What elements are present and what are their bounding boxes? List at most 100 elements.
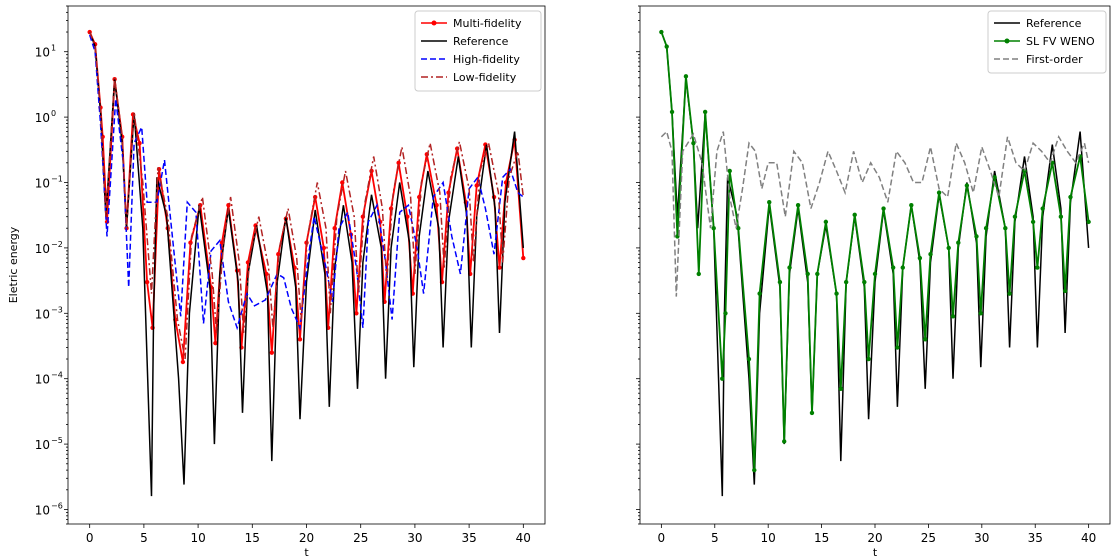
series-line-first-order (660, 130, 1090, 297)
x-tick-label: 35 (461, 531, 476, 545)
x-tick-label: 25 (921, 531, 936, 545)
data-point (696, 271, 701, 277)
legend-label: First-order (1026, 53, 1083, 66)
data-point (928, 252, 933, 257)
data-point (180, 359, 186, 365)
x-tick-label: 20 (299, 531, 314, 545)
x-tick-label: 40 (516, 531, 531, 545)
series-line-low-fidelity (88, 31, 525, 360)
data-point (659, 29, 664, 35)
legend: Reference SL FV WENO First-order (987, 10, 1107, 74)
data-point (727, 168, 732, 174)
y-tick-label: 10 (35, 177, 50, 191)
data-point (757, 291, 762, 296)
data-point (354, 311, 359, 316)
data-point (983, 226, 989, 231)
left-chart-panel: 10 −610 −510 −410 −310 −210 −110 010 10 5 10 15 20 25… (7, 5, 546, 559)
data-point (297, 337, 303, 342)
data-point (838, 386, 844, 392)
x-tick-label: 35 (1028, 531, 1043, 545)
y-tick-label: 10 (35, 46, 50, 60)
data-point (723, 311, 728, 316)
data-point (340, 180, 345, 185)
y-tick-exponent: −2 (51, 240, 63, 249)
x-tick-label: 0 (86, 531, 94, 545)
data-point (964, 183, 970, 188)
legend: Multi-fidelity Reference High-fidelity Low-… (414, 10, 542, 92)
data-point (1012, 214, 1018, 219)
plot-frame (639, 5, 1111, 525)
series-line-sl-fv-weno (660, 31, 1090, 471)
y-tick-exponent: −6 (51, 501, 63, 510)
data-point (736, 226, 741, 231)
series-line-high-fidelity (88, 34, 524, 331)
plot-frame (67, 5, 546, 525)
y-tick-label: 10 (35, 111, 50, 125)
y-tick-exponent: −1 (51, 175, 63, 184)
data-point (264, 271, 269, 277)
legend-label: Low-fidelity (453, 71, 517, 84)
legend-label: High-fidelity (453, 53, 520, 66)
data-point (834, 291, 839, 296)
x-tick-label: 20 (867, 531, 882, 545)
data-point (720, 376, 725, 381)
data-point (978, 311, 983, 316)
data-point (1030, 219, 1036, 225)
data-point (936, 190, 942, 195)
data-point (1058, 214, 1064, 219)
data-point (923, 337, 928, 342)
y-tick-label: 10 (35, 373, 50, 387)
y-tick-exponent: −4 (51, 371, 63, 380)
data-point (795, 202, 801, 208)
data-point (1035, 265, 1040, 270)
data-point (782, 439, 787, 444)
x-tick-label: 5 (140, 531, 148, 545)
data-point (702, 109, 708, 115)
y-tick-exponent: 0 (51, 109, 56, 118)
data-point (815, 271, 820, 277)
data-point (974, 234, 979, 239)
series-line-reference (660, 31, 1090, 497)
data-point (1003, 226, 1008, 231)
data-point (992, 175, 997, 180)
x-tick-label: 30 (407, 531, 422, 545)
data-point (1007, 291, 1012, 296)
data-point (767, 199, 772, 205)
y-tick-exponent: 1 (51, 44, 56, 53)
legend-label: Reference (1026, 17, 1082, 30)
right-chart-panel: 0 5 10 15 20 25 30 35 40 t Reference SL FV WENO Firs… (636, 5, 1111, 559)
data-point (946, 245, 951, 251)
data-point (276, 252, 281, 257)
data-point (895, 345, 900, 350)
data-point (890, 265, 896, 270)
series-line-reference (88, 31, 525, 497)
legend-label: SL FV WENO (1026, 35, 1095, 48)
data-point (787, 265, 792, 270)
data-point (664, 44, 669, 49)
y-tick-label: 10 (35, 503, 50, 517)
data-point (269, 350, 275, 355)
y-tick-label: 10 (35, 307, 50, 321)
x-tick-label: 30 (974, 531, 989, 545)
data-point (862, 279, 867, 285)
data-point (909, 202, 914, 208)
data-point (917, 255, 923, 261)
data-point (805, 271, 810, 277)
data-point (777, 279, 783, 285)
y-tick-exponent: −3 (51, 305, 63, 314)
y-axis-label: Eletric energy (7, 226, 20, 303)
x-tick-label: 5 (711, 531, 719, 545)
data-point (711, 226, 716, 231)
data-point (683, 74, 689, 79)
x-tick-label: 25 (353, 531, 368, 545)
x-tick-label: 0 (658, 531, 666, 545)
data-point (752, 467, 757, 473)
data-point (497, 265, 502, 270)
data-point (1022, 168, 1027, 174)
data-point (823, 219, 829, 225)
data-point (474, 183, 479, 188)
data-point (1062, 288, 1068, 294)
data-point (809, 410, 815, 416)
data-point (866, 356, 871, 362)
